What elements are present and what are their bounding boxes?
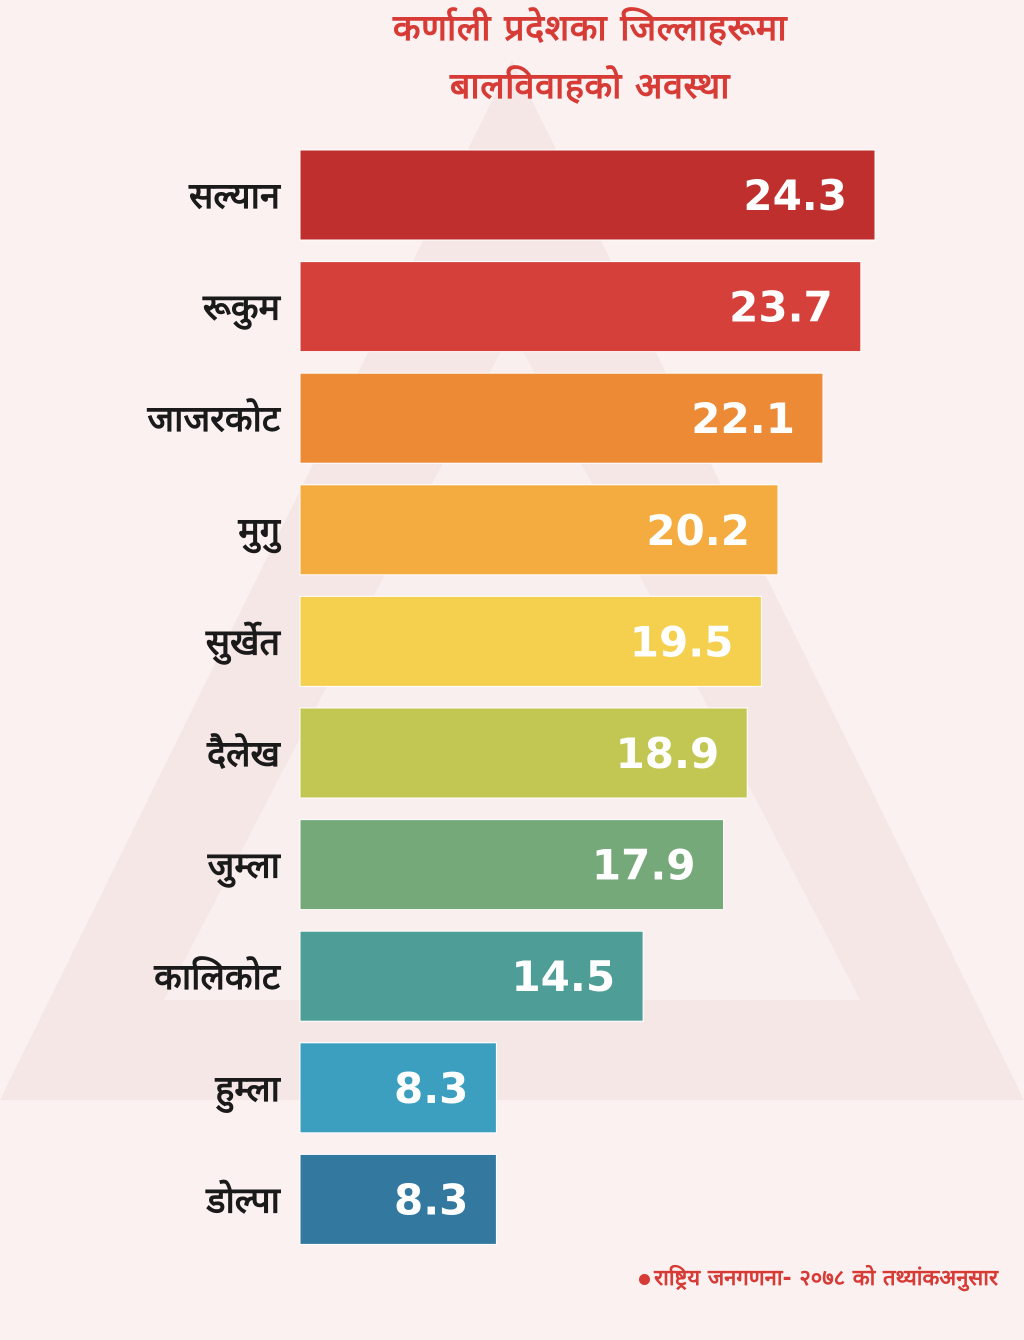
value-label-10: 8.3 [394,1175,468,1224]
bullet-dot-icon [639,1273,651,1285]
title-line-2: बालविवाहको अवस्था [449,66,731,107]
bar-3 [299,372,824,464]
value-label-2: 23.7 [729,283,833,332]
bar-6 [299,707,748,799]
footnote-text: राष्ट्रिय जनगणना- २०७८ को तथ्यांकअनुसार [654,1266,998,1291]
value-label-4: 20.2 [646,506,750,555]
value-label-3: 22.1 [691,394,795,443]
bar-7 [299,819,725,911]
bar-4 [299,484,779,576]
bar-1 [299,149,876,241]
category-label-9: हुम्ला [214,1069,281,1113]
bar-9 [299,1042,497,1134]
title-line-1: कर्णाली प्रदेशका जिल्लाहरूमा [392,8,788,49]
category-label-4: मुगु [237,511,282,554]
category-label-8: कालिकोट [153,956,282,998]
category-label-10: डोल्पा [205,1179,281,1221]
value-label-8: 14.5 [511,952,615,1001]
value-label-5: 19.5 [630,617,734,666]
value-label-1: 24.3 [743,171,847,220]
bar-2 [299,261,862,353]
bar-8 [299,930,644,1022]
value-label-7: 17.9 [592,841,696,890]
value-label-9: 8.3 [394,1064,468,1113]
value-label-6: 18.9 [616,729,720,778]
category-label-7: जुम्ला [207,846,282,889]
bar-5 [299,595,762,687]
bar-10 [299,1153,497,1245]
chart-title: कर्णाली प्रदेशका जिल्लाहरूमा बालविवाहको … [180,0,1000,116]
category-label-2: रूकुम [202,288,282,331]
category-label-5: सुर्खेत [205,621,282,665]
category-label-1: सल्यान [188,176,282,217]
source-footnote: राष्ट्रिय जनगणना- २०७८ को तथ्यांकअनुसार [639,1262,998,1292]
category-label-6: दैलेख [206,733,282,775]
category-label-3: जाजरकोट [146,398,281,440]
